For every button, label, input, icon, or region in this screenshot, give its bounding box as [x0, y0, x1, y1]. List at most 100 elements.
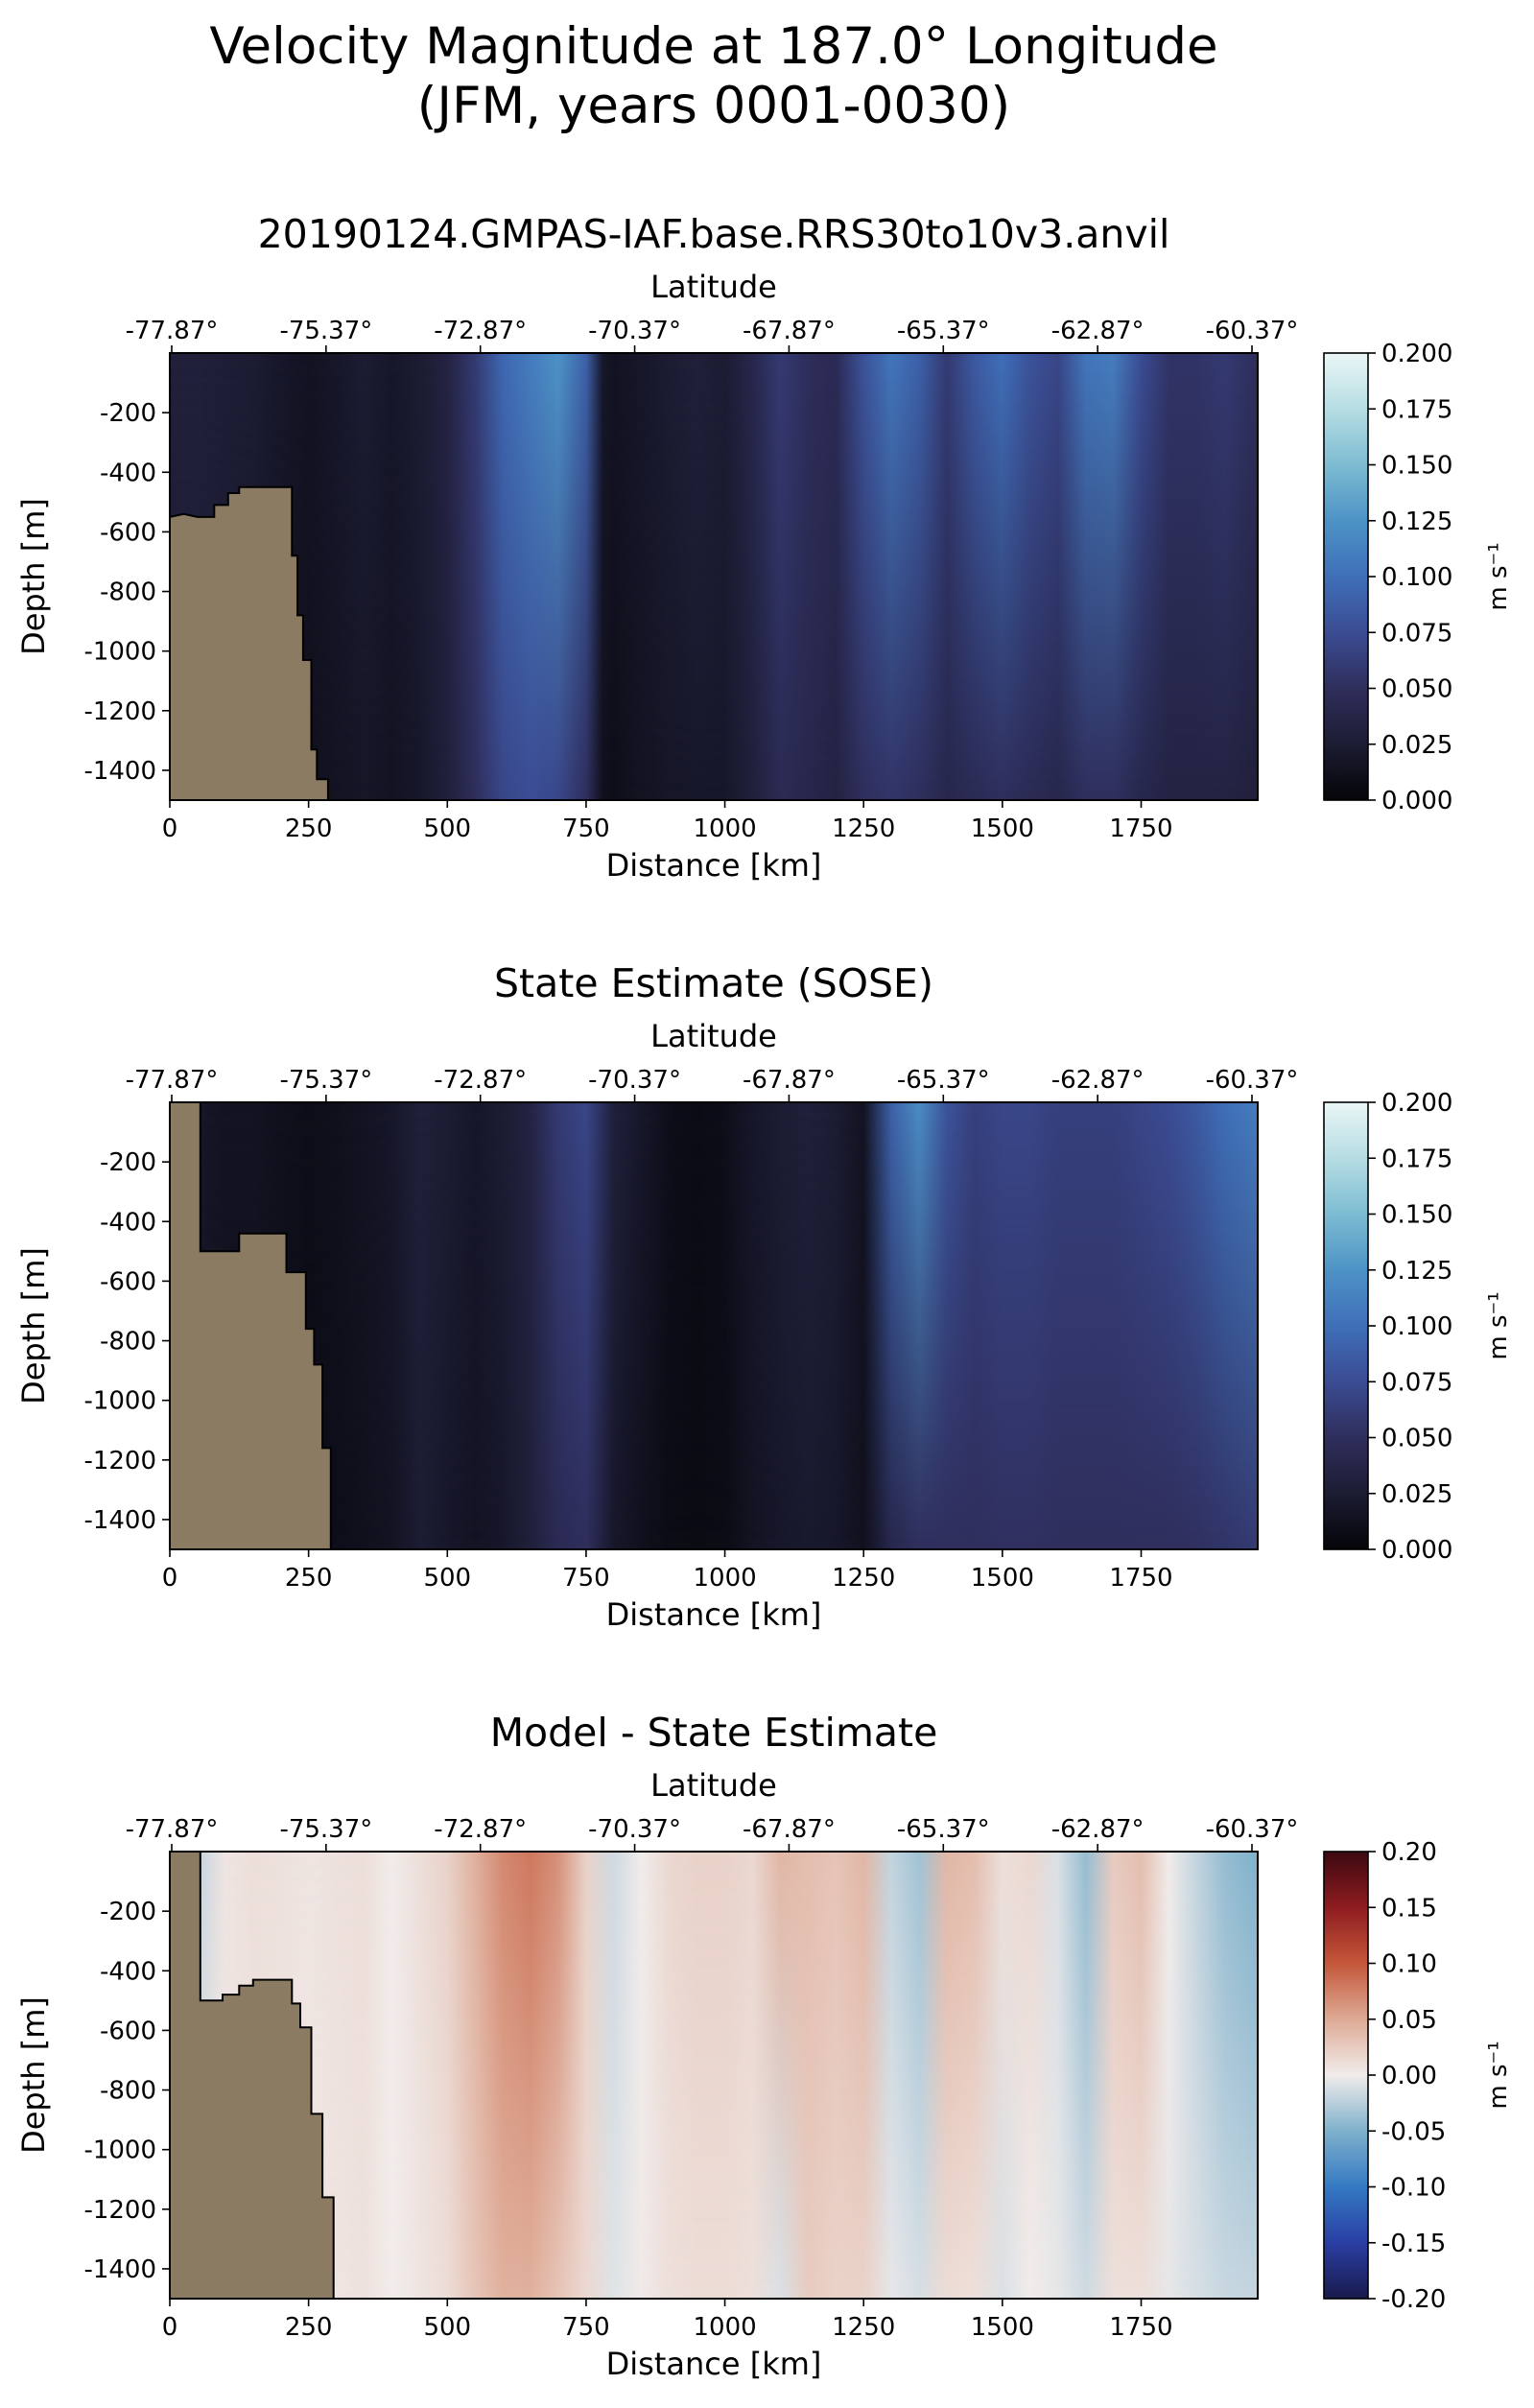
y-tick-label: -200: [100, 1898, 156, 1926]
top-tick-label: -62.87°: [1051, 1066, 1145, 1095]
colorbar-unit-label: m s⁻¹: [1484, 1291, 1513, 1359]
top-tick-label: -72.87°: [434, 317, 527, 345]
y-tick-label: -1400: [83, 1506, 156, 1535]
top-tick-label: -72.87°: [434, 1815, 527, 1844]
colorbar-unit-label: m s⁻¹: [1484, 542, 1513, 610]
seafloor-land: [170, 1102, 332, 1549]
top-tick-label: -67.87°: [743, 1815, 836, 1844]
plot-frame: [169, 1101, 1259, 1550]
top-tick-label: -60.37°: [1206, 317, 1299, 345]
y-tick-label: -800: [100, 2077, 156, 2106]
colorbar-tick-label: -0.05: [1381, 2117, 1446, 2146]
colorbar-tick-label: 0.175: [1381, 1145, 1452, 1173]
x-tick-label: 250: [285, 814, 333, 843]
y-tick-label: -200: [100, 399, 156, 428]
colorbar-tick-label: 0.025: [1381, 1480, 1452, 1509]
top-tick-label: -70.37°: [588, 1815, 681, 1844]
colorbar: [1323, 1851, 1369, 2300]
x-tick-label: 1000: [693, 2313, 756, 2342]
colorbar-tick-label: 0.125: [1381, 1257, 1452, 1286]
seafloor-land: [170, 485, 329, 800]
top-tick-label: -62.87°: [1051, 1815, 1145, 1844]
x-tick-label: 1750: [1109, 2313, 1172, 2342]
colorbar-tick-label: 0.075: [1381, 619, 1452, 648]
colorbar-tick-label: -0.10: [1381, 2174, 1446, 2203]
figure-title-line1: Velocity Magnitude at 187.0° Longitude: [209, 17, 1218, 76]
top-tick-label: -77.87°: [126, 317, 219, 345]
colorbar-tick-label: 0.100: [1381, 1312, 1452, 1341]
top-tick-label: -70.37°: [588, 1066, 681, 1095]
colorbar-tick-label: 0.050: [1381, 1425, 1452, 1453]
y-tick-label: -400: [100, 459, 156, 487]
top-tick-label: -60.37°: [1206, 1815, 1299, 1844]
colorbar-tick-label: 0.20: [1381, 1838, 1437, 1867]
colorbar-tick-label: 0.000: [1381, 787, 1452, 815]
colorbar-tick-label: 0.175: [1381, 395, 1452, 424]
x-axis-label: Distance [km]: [606, 847, 822, 884]
x-tick-label: 0: [162, 1564, 178, 1593]
x-tick-label: 1250: [832, 814, 895, 843]
x-tick-label: 1500: [971, 814, 1034, 843]
x-tick-label: 1500: [971, 2313, 1034, 2342]
y-tick-label: -600: [100, 1267, 156, 1296]
colorbar-tick-label: 0.000: [1381, 1536, 1452, 1565]
colorbar-tick-label: 0.10: [1381, 1950, 1437, 1979]
y-tick-label: -1200: [83, 697, 156, 726]
top-tick-label: -67.87°: [743, 1066, 836, 1095]
plot-frame: [169, 352, 1259, 801]
x-tick-label: 750: [562, 2313, 610, 2342]
figure-title-line2: (JFM, years 0001-0030): [416, 77, 1011, 135]
top-axis-label: Latitude: [650, 1018, 777, 1054]
x-tick-label: 1000: [693, 1564, 756, 1593]
y-axis-label: Depth [m]: [15, 498, 52, 655]
y-tick-label: -1200: [83, 1447, 156, 1475]
plot-frame: [169, 1851, 1259, 2300]
seafloor-land: [170, 1852, 335, 2299]
x-tick-label: 250: [285, 2313, 333, 2342]
top-tick-label: -67.87°: [743, 317, 836, 345]
field-depth-layer: [170, 1102, 1258, 1549]
y-tick-label: -600: [100, 2017, 156, 2045]
colorbar-tick-label: 0.05: [1381, 2006, 1437, 2035]
x-axis-label: Distance [km]: [606, 1596, 822, 1633]
y-tick-label: -400: [100, 1957, 156, 1986]
colorbar-unit-label: m s⁻¹: [1484, 2041, 1513, 2109]
y-tick-label: -1000: [83, 1387, 156, 1416]
colorbar-tick-label: -0.15: [1381, 2230, 1446, 2258]
colorbar-tick-label: 0.150: [1381, 452, 1452, 481]
top-tick-label: -75.37°: [279, 1815, 372, 1844]
y-tick-label: -800: [100, 1328, 156, 1357]
velocity-field: [170, 1102, 1258, 1549]
panel-title: 20190124.GMPAS-IAF.base.RRS30to10v3.anvi…: [258, 211, 1170, 257]
x-tick-label: 0: [162, 2313, 178, 2342]
y-tick-label: -200: [100, 1148, 156, 1177]
colorbar-tick-label: 0.125: [1381, 508, 1452, 536]
top-tick-label: -72.87°: [434, 1066, 527, 1095]
colorbar-tick-label: 0.025: [1381, 731, 1452, 760]
x-tick-label: 1750: [1109, 1564, 1172, 1593]
x-tick-label: 750: [562, 1564, 610, 1593]
field-depth-layer: [170, 353, 1258, 800]
colorbar-tick-label: 0.00: [1381, 2062, 1437, 2090]
colorbar-tick-label: 0.200: [1381, 340, 1452, 368]
colorbar-tick-label: 0.075: [1381, 1368, 1452, 1397]
y-tick-label: -1200: [83, 2196, 156, 2225]
x-axis-label: Distance [km]: [606, 2346, 822, 2382]
colorbar-tick-label: -0.20: [1381, 2285, 1446, 2314]
x-tick-label: 250: [285, 1564, 333, 1593]
x-tick-label: 1250: [832, 1564, 895, 1593]
top-tick-label: -65.37°: [897, 1815, 990, 1844]
x-tick-label: 500: [423, 1564, 471, 1593]
y-axis-label: Depth [m]: [15, 1247, 52, 1405]
y-tick-label: -400: [100, 1208, 156, 1237]
top-tick-label: -75.37°: [279, 1066, 372, 1095]
y-tick-label: -1000: [83, 2137, 156, 2165]
panel-title: Model - State Estimate: [490, 1710, 938, 1756]
colorbar-tick-label: 0.15: [1381, 1894, 1437, 1923]
x-tick-label: 1750: [1109, 814, 1172, 843]
x-tick-label: 750: [562, 814, 610, 843]
top-tick-label: -65.37°: [897, 1066, 990, 1095]
